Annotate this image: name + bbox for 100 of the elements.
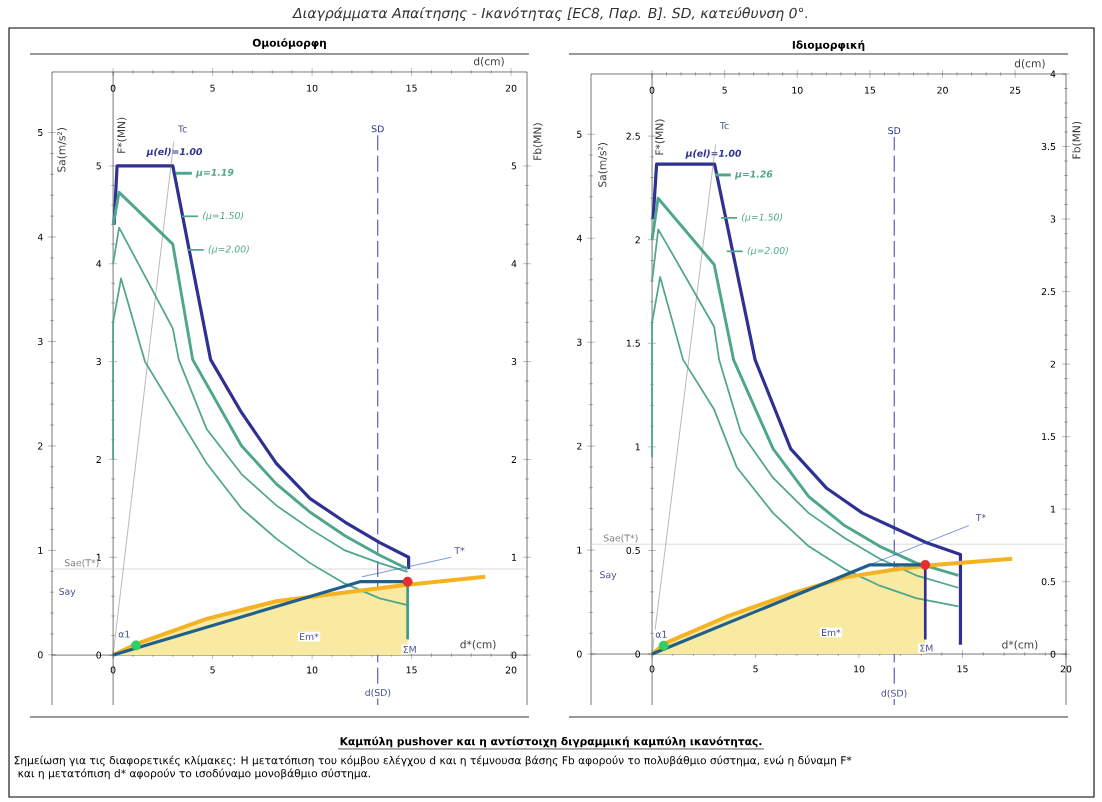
y2-axis-title: Fb(MN) [533,123,543,160]
y-tick-label: 0 [96,651,102,659]
y2-axis-title: Fb(MN) [1072,121,1082,159]
y2-tick-label: 1 [1051,505,1056,513]
y-tick-label: 2.5 [626,132,640,140]
y2-tick-label: 4 [511,260,517,268]
annotation: Tc [719,122,729,130]
x-tick-label: 10 [307,666,318,674]
y2-tick-label: 5 [511,162,517,170]
y-tick-label: 1 [635,443,640,451]
x2-tick-label: 5 [210,84,215,92]
ref-line-label: Sae(T*) [603,534,638,543]
x-axis-title: d*(cm) [1002,640,1038,650]
annotation: T* [975,514,986,522]
annotation: Say [600,571,617,581]
y-tick-label: 1 [96,553,101,561]
y2-tick-label: 3 [511,358,517,366]
x-tick-label: 15 [957,665,968,673]
annotation: α1 [655,630,667,638]
y-tick-label: 1.5 [626,339,640,347]
y2-tick-label: 0.5 [1041,578,1056,586]
y-tick-label: 2 [96,455,101,463]
annotation: Tc [177,125,187,133]
y3-tick-label: 3 [577,338,582,346]
x-tick-label: 5 [210,666,215,674]
legend-label: μ=1.19 [195,168,234,178]
y3-tick-label: 3 [38,337,43,345]
x-tick-label: 5 [753,665,758,673]
y2-tick-label: 3 [1050,215,1056,223]
y2-tick-label: 4 [1050,70,1056,78]
x2-axis-title: d(cm) [1014,59,1045,69]
annotation: Em* [300,633,319,641]
x-tick-label: 20 [505,666,517,674]
x2-tick-label: 0 [649,86,655,94]
annotation: ΣM [920,644,933,652]
y-axis-title: F*(MN) [655,119,665,155]
x2-tick-label: 15 [864,86,876,94]
ref-line-label: SD [888,127,901,135]
y3-tick-label: 1 [38,547,43,554]
legend-label: (μ=2.00) [208,245,249,255]
y-tick-label: 5 [96,162,101,170]
y2-tick-label: 3.5 [1041,142,1056,151]
y2-tick-label: 0 [1050,650,1056,658]
ref-line-label: Sae(T*) [64,559,99,568]
y3-axis-title: Sa(m/s²) [598,143,608,187]
legend-label: (μ=1.50) [203,211,244,221]
y3-tick-label: 0 [37,651,43,659]
y-tick-label: 0 [635,650,641,658]
series-label: μ(el)=1.00 [146,147,203,157]
annotation: T* [454,547,465,554]
y2-tick-label: 2 [1050,360,1056,368]
y2-tick-label: 1 [512,553,517,561]
y-axis-title: F*(MN) [117,117,127,153]
y3-tick-label: 5 [577,130,582,138]
y-tick-label: 3 [96,358,101,366]
y-tick-label: 4 [96,260,102,268]
y2-tick-label: 1.5 [1042,433,1056,441]
x-tick-label: 0 [649,665,655,673]
text: Σημείωση για τις διαφορετικές κλίμακες: Η μετατόπιση του κόμβου ελέγχου d και η τέμνουσα βάσης Fb αφορούν το πολυβάθμιο σύστημα, ενώ η δύναμη F* [14,755,852,767]
annotation: ΣM [403,645,416,653]
x2-tick-label: 25 [1009,86,1021,94]
text: Διαγράμματα Απαίτησης - Ικανότητας [EC8, Παρ. B]. SD, κατεύθυνση 0°. [292,6,808,22]
x2-tick-label: 10 [307,84,318,92]
legend-label: (μ=2.00) [747,246,788,256]
x-tick-label: 20 [1060,665,1072,673]
annotation: α1 [118,630,130,638]
series-label: μ(el)=1.00 [685,149,742,159]
x-axis-title: d*(cm) [460,640,496,650]
x2-tick-label: 10 [792,86,803,94]
y3-tick-label: 4 [37,233,43,241]
legend-label: (μ=1.50) [742,213,783,223]
line-series [651,276,960,608]
y3-tick-label: 2 [577,442,582,450]
y2-tick-label: 2.5 [1041,288,1056,296]
y3-tick-label: 1 [577,546,582,554]
x2-tick-label: 20 [505,84,517,92]
line-series [112,277,409,607]
annotation: Em* [821,628,841,636]
y2-tick-label: 2 [511,455,517,463]
x2-tick-label: 0 [110,84,116,92]
x-tick-label: 0 [110,666,116,674]
annotation: d(SD) [881,689,907,698]
chart-title: Ομοιόμορφη [252,38,326,49]
annotation: d(SD) [365,688,391,698]
x2-axis-title: d(cm) [473,57,504,67]
chart-title: Ιδιομορφική [792,40,865,51]
y3-tick-label: 2 [38,442,43,450]
text: και η μετατόπιση d* αφορούν το ισοδύναμο μονοβάθμιο σύστημα. [18,768,370,780]
y3-tick-label: 4 [576,234,582,242]
x2-tick-label: 15 [406,84,417,92]
y3-axis-title: Sa(m/s²) [57,128,67,172]
y3-tick-label: 0 [576,650,582,658]
ref-line-label: SD [371,125,384,133]
text: Καμπύλη pushover και η αντίστοιχη διγραμμική καμπύλη ικανότητας. [340,736,762,748]
y-tick-label: 0.5 [626,546,640,554]
x-tick-label: 10 [854,665,865,673]
x-tick-label: 15 [406,666,417,674]
legend-label: μ=1.26 [734,170,773,180]
y3-tick-label: 5 [38,129,43,137]
x2-tick-label: 5 [722,86,727,94]
